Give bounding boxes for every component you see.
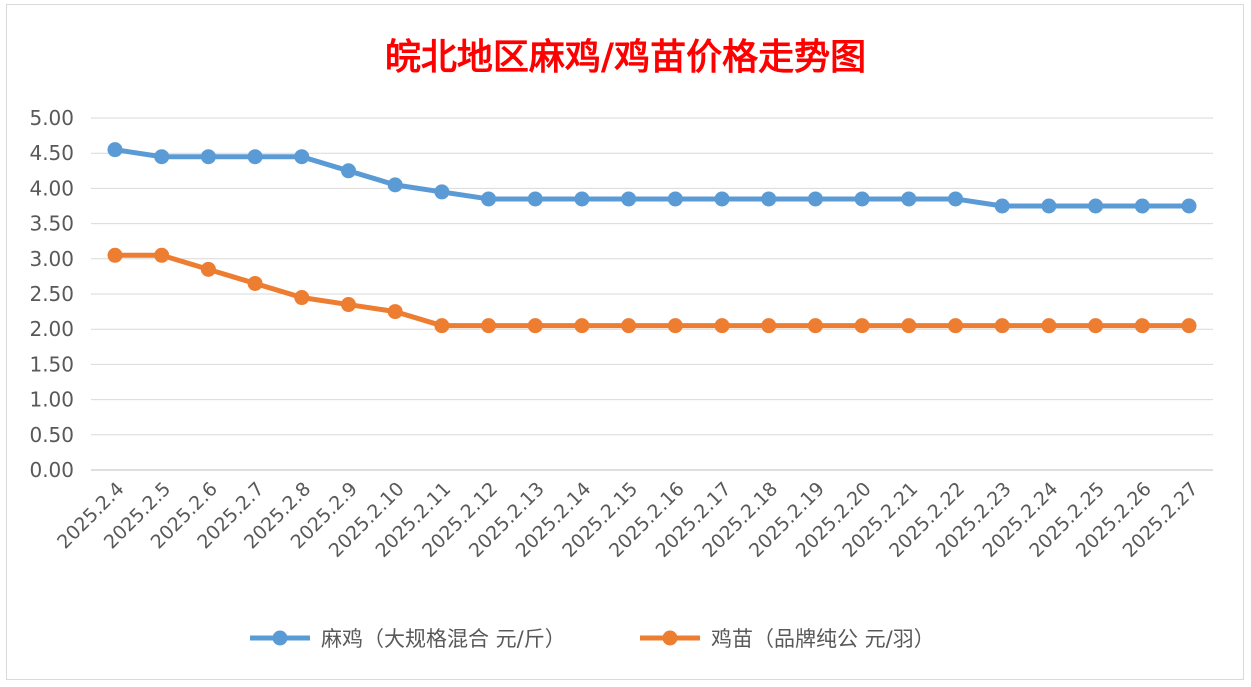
series-1	[107, 247, 1197, 334]
data-point	[107, 247, 123, 263]
data-point	[994, 318, 1010, 334]
y-tick-label: 4.50	[29, 141, 74, 165]
data-point	[1088, 318, 1104, 334]
data-point	[387, 304, 403, 320]
x-axis-ticks: 2025.2.42025.2.52025.2.62025.2.72025.2.8…	[53, 478, 1202, 562]
y-tick-label: 5.00	[29, 106, 74, 130]
y-tick-label: 2.50	[29, 282, 74, 306]
y-tick-label: 0.50	[29, 423, 74, 447]
data-point	[621, 191, 637, 207]
data-point	[481, 318, 497, 334]
data-point	[854, 191, 870, 207]
data-point	[667, 191, 683, 207]
data-point	[434, 318, 450, 334]
y-tick-label: 1.50	[29, 352, 74, 376]
data-point	[807, 318, 823, 334]
data-point	[1088, 198, 1104, 214]
data-point	[200, 149, 216, 165]
data-point	[621, 318, 637, 334]
data-point	[387, 177, 403, 193]
series-0	[107, 142, 1197, 214]
data-point	[434, 184, 450, 200]
data-point	[761, 318, 777, 334]
data-point	[340, 163, 356, 179]
data-point	[294, 290, 310, 306]
data-point	[1134, 198, 1150, 214]
gridlines	[91, 117, 1213, 471]
y-tick-label: 1.00	[29, 388, 74, 412]
data-point	[761, 191, 777, 207]
data-point	[901, 318, 917, 334]
data-point	[1041, 318, 1057, 334]
y-tick-label: 2.00	[29, 317, 74, 341]
data-point	[481, 191, 497, 207]
data-point	[574, 318, 590, 334]
legend: 麻鸡（大规格混合 元/斤） 鸡苗（品牌纯公 元/羽）	[250, 627, 935, 651]
chart-area	[6, 4, 1244, 680]
chart-title: 皖北地区麻鸡/鸡苗价格走势图	[384, 36, 867, 78]
data-point	[107, 142, 123, 158]
data-point	[527, 191, 543, 207]
data-point	[247, 149, 263, 165]
y-tick-label: 4.00	[29, 176, 74, 200]
data-point	[667, 318, 683, 334]
data-point	[527, 318, 543, 334]
data-point	[948, 191, 964, 207]
legend-marker	[272, 630, 288, 646]
legend-item: 鸡苗（品牌纯公 元/羽）	[640, 627, 935, 651]
data-point	[1134, 318, 1150, 334]
data-point	[994, 198, 1010, 214]
data-point	[154, 149, 170, 165]
data-point	[948, 318, 964, 334]
y-axis-ticks: 0.00 0.50 1.00 1.50 2.00 2.50 3.00 3.50 4.00 4.50…	[29, 106, 74, 482]
data-point	[200, 261, 216, 277]
data-point	[714, 318, 730, 334]
y-tick-label: 3.50	[29, 212, 74, 236]
series-line	[112, 147, 1192, 209]
data-point	[901, 191, 917, 207]
data-point	[714, 191, 730, 207]
y-tick-label: 3.00	[29, 247, 74, 271]
data-point	[247, 275, 263, 291]
data-point	[807, 191, 823, 207]
legend-item: 麻鸡（大规格混合 元/斤）	[250, 627, 566, 651]
y-tick-label: 0.00	[29, 458, 74, 482]
data-point	[1181, 318, 1197, 334]
legend-marker	[662, 630, 678, 646]
data-point	[1041, 198, 1057, 214]
data-point	[340, 297, 356, 313]
data-point	[294, 149, 310, 165]
data-point	[854, 318, 870, 334]
legend-label: 鸡苗（品牌纯公 元/羽）	[711, 627, 935, 651]
data-point	[154, 247, 170, 263]
data-point	[1181, 198, 1197, 214]
series-line	[112, 252, 1192, 329]
legend-label: 麻鸡（大规格混合 元/斤）	[321, 627, 566, 651]
data-point	[574, 191, 590, 207]
series-lines	[107, 142, 1197, 334]
